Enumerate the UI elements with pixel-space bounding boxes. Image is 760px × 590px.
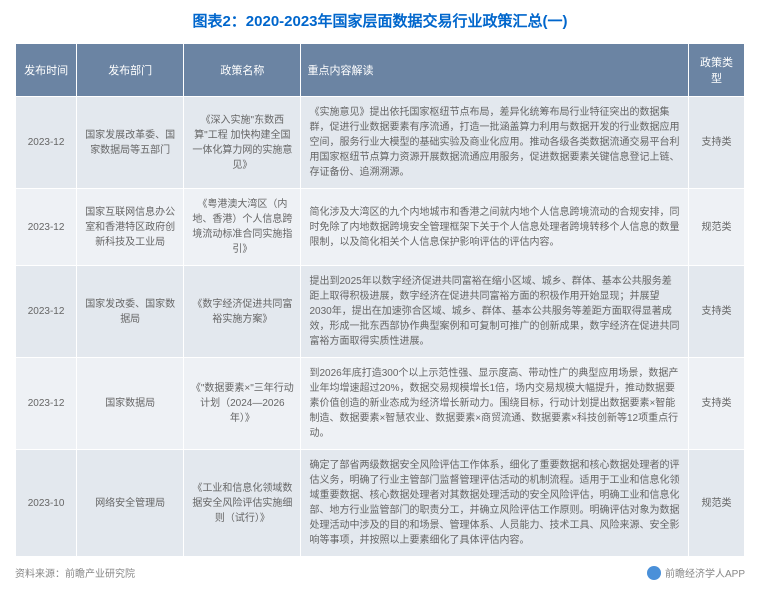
brand-area: 前瞻经济学人APP bbox=[647, 565, 745, 580]
header-dept: 发布部门 bbox=[77, 44, 184, 97]
table-header-row: 发布时间 发布部门 政策名称 重点内容解读 政策类型 bbox=[16, 44, 745, 97]
cell-type: 支持类 bbox=[688, 266, 744, 358]
brand-text: 前瞻经济学人APP bbox=[665, 565, 745, 580]
cell-content: 到2026年底打造300个以上示范性强、显示度高、带动性广的典型应用场景，数据产… bbox=[301, 358, 688, 450]
source-text: 资料来源：前瞻产业研究院 bbox=[15, 565, 135, 580]
cell-dept: 国家数据局 bbox=[77, 358, 184, 450]
cell-date: 2023-12 bbox=[16, 97, 77, 189]
cell-type: 规范类 bbox=[688, 189, 744, 266]
cell-date: 2023-12 bbox=[16, 189, 77, 266]
table-row: 2023-12 国家发展改革委、国家数据局等五部门 《深入实施"东数西算"工程 … bbox=[16, 97, 745, 189]
brand-logo-icon bbox=[647, 566, 661, 580]
cell-name: 《工业和信息化领域数据安全风险评估实施细则（试行）》 bbox=[184, 450, 301, 557]
chart-title: 图表2：2020-2023年国家层面数据交易行业政策汇总(一) bbox=[15, 10, 745, 31]
cell-dept: 国家互联网信息办公室和香港特区政府创新科技及工业局 bbox=[77, 189, 184, 266]
table-body: 2023-12 国家发展改革委、国家数据局等五部门 《深入实施"东数西算"工程 … bbox=[16, 97, 745, 557]
cell-content: 《实施意见》提出依托国家枢纽节点布局，差异化统筹布局行业特征突出的数据集群，促进… bbox=[301, 97, 688, 189]
cell-dept: 国家发展改革委、国家数据局等五部门 bbox=[77, 97, 184, 189]
cell-name: 《粤港澳大湾区（内地、香港）个人信息跨境流动标准合同实施指引》 bbox=[184, 189, 301, 266]
cell-dept: 网络安全管理局 bbox=[77, 450, 184, 557]
cell-dept: 国家发改委、国家数据局 bbox=[77, 266, 184, 358]
cell-content: 简化涉及大湾区的九个内地城市和香港之间就内地个人信息跨境流动的合规安排，同时免除… bbox=[301, 189, 688, 266]
header-type: 政策类型 bbox=[688, 44, 744, 97]
header-content: 重点内容解读 bbox=[301, 44, 688, 97]
cell-type: 规范类 bbox=[688, 450, 744, 557]
table-row: 2023-12 国家数据局 《"数据要素×"三年行动计划（2024—2026年）… bbox=[16, 358, 745, 450]
table-row: 2023-12 国家互联网信息办公室和香港特区政府创新科技及工业局 《粤港澳大湾… bbox=[16, 189, 745, 266]
cell-content: 提出到2025年以数字经济促进共同富裕在缩小区域、城乡、群体、基本公共服务差距上… bbox=[301, 266, 688, 358]
policy-table: 发布时间 发布部门 政策名称 重点内容解读 政策类型 2023-12 国家发展改… bbox=[15, 43, 745, 557]
cell-name: 《深入实施"东数西算"工程 加快构建全国一体化算力网的实施意见》 bbox=[184, 97, 301, 189]
cell-type: 支持类 bbox=[688, 358, 744, 450]
table-row: 2023-12 国家发改委、国家数据局 《数字经济促进共同富裕实施方案》 提出到… bbox=[16, 266, 745, 358]
cell-date: 2023-10 bbox=[16, 450, 77, 557]
cell-name: 《数字经济促进共同富裕实施方案》 bbox=[184, 266, 301, 358]
cell-name: 《"数据要素×"三年行动计划（2024—2026年）》 bbox=[184, 358, 301, 450]
cell-type: 支持类 bbox=[688, 97, 744, 189]
cell-date: 2023-12 bbox=[16, 358, 77, 450]
cell-content: 确定了部省两级数据安全风险评估工作体系，细化了重要数据和核心数据处理者的评估义务… bbox=[301, 450, 688, 557]
table-row: 2023-10 网络安全管理局 《工业和信息化领域数据安全风险评估实施细则（试行… bbox=[16, 450, 745, 557]
footer: 资料来源：前瞻产业研究院 前瞻经济学人APP bbox=[15, 565, 745, 580]
header-date: 发布时间 bbox=[16, 44, 77, 97]
header-name: 政策名称 bbox=[184, 44, 301, 97]
cell-date: 2023-12 bbox=[16, 266, 77, 358]
